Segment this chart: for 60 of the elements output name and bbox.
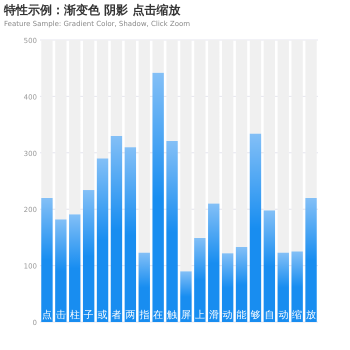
bar bbox=[291, 40, 303, 252]
x-tick-label: 击 bbox=[56, 309, 66, 321]
bar bbox=[222, 253, 234, 322]
bar bbox=[208, 204, 220, 322]
bar bbox=[110, 136, 122, 322]
bar bbox=[278, 252, 289, 322]
bar bbox=[264, 40, 276, 210]
bar bbox=[194, 238, 206, 322]
bar bbox=[152, 72, 164, 322]
bar bbox=[41, 198, 53, 322]
bar bbox=[166, 140, 178, 322]
bar bbox=[55, 40, 67, 220]
bar bbox=[124, 147, 136, 322]
bar bbox=[236, 246, 248, 322]
bar bbox=[96, 158, 108, 322]
bar bbox=[69, 214, 80, 322]
bar bbox=[55, 219, 67, 322]
bar bbox=[291, 252, 303, 322]
bar bbox=[250, 40, 262, 134]
x-tick-label: 者 bbox=[111, 309, 122, 321]
bar bbox=[208, 40, 220, 204]
bar bbox=[264, 210, 276, 322]
bar bbox=[96, 40, 108, 158]
bar bbox=[180, 40, 192, 272]
x-tick-label: 点 bbox=[42, 309, 52, 321]
bar bbox=[138, 40, 150, 253]
x-tick-label: 够 bbox=[250, 309, 260, 321]
x-tick-label: 放 bbox=[306, 310, 316, 321]
bar bbox=[82, 40, 94, 190]
bar bbox=[41, 40, 53, 198]
x-tick-label: 上 bbox=[194, 309, 205, 321]
bar bbox=[166, 40, 178, 141]
x-tick-label: 滑 bbox=[208, 309, 219, 321]
x-tick-label: 柱 bbox=[70, 309, 80, 321]
bar bbox=[194, 40, 206, 238]
bar bbox=[152, 40, 164, 73]
bar bbox=[278, 40, 289, 253]
bar bbox=[222, 40, 234, 254]
bar bbox=[69, 40, 80, 214]
x-tick-label: 两 bbox=[125, 310, 136, 321]
bar bbox=[305, 40, 317, 198]
bar bbox=[250, 134, 262, 322]
x-tick-label: 屏 bbox=[180, 310, 191, 321]
bar bbox=[305, 198, 317, 322]
x-tick-label: 触 bbox=[167, 310, 178, 321]
x-tick-label: 能 bbox=[236, 309, 247, 321]
bar bbox=[82, 190, 94, 322]
x-tick-label: 动 bbox=[278, 310, 288, 321]
bar bbox=[110, 40, 122, 136]
x-tick-label: 动 bbox=[222, 310, 233, 321]
chart-title: 特性示例：渐变色 阴影 点击缩放 bbox=[3, 3, 182, 17]
x-tick-label: 指 bbox=[138, 309, 150, 321]
x-tick-label: 缩 bbox=[292, 309, 302, 321]
bar bbox=[236, 40, 248, 247]
x-tick-label: 自 bbox=[264, 309, 274, 321]
x-tick-label: 在 bbox=[153, 309, 164, 321]
x-tick-label: 或 bbox=[98, 309, 108, 321]
bar bbox=[138, 252, 150, 322]
x-tick-label: 子 bbox=[84, 310, 94, 321]
bar bbox=[124, 40, 136, 148]
